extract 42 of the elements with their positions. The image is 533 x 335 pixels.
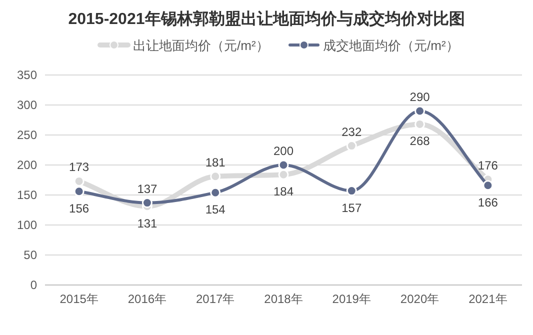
x-tick-label: 2016年 <box>128 292 167 306</box>
x-tick-label: 2019年 <box>332 292 371 306</box>
legend-label: 成交地面均价（元/m²） <box>323 38 459 53</box>
y-tick-label: 300 <box>16 98 38 112</box>
point <box>346 140 357 152</box>
legend-label: 出让地面均价（元/m²） <box>133 38 269 53</box>
x-tick-label: 2018年 <box>264 292 303 306</box>
point <box>74 186 84 197</box>
data-label: 176 <box>478 158 498 172</box>
x-tick-label: 2017年 <box>196 292 235 306</box>
data-label: 156 <box>69 201 90 216</box>
point <box>210 171 221 182</box>
point <box>414 106 426 116</box>
data-label: 157 <box>342 200 362 215</box>
chart-title: 2015-2021年锡林郭勒盟出让地面均价与成交均价对比图 <box>68 9 465 28</box>
y-tick-label: 50 <box>24 248 38 262</box>
y-tick-label: 150 <box>16 188 38 202</box>
data-label: 137 <box>137 182 158 196</box>
x-tick-label: 2021年 <box>468 292 508 306</box>
data-label: 154 <box>205 202 226 217</box>
point <box>278 160 289 170</box>
data-label: 268 <box>410 134 430 148</box>
point <box>210 187 221 198</box>
point <box>142 198 152 208</box>
y-tick-label: 100 <box>16 218 38 232</box>
data-label: 166 <box>478 195 498 210</box>
data-label: 290 <box>410 90 430 104</box>
y-tick-label: 250 <box>16 128 38 142</box>
data-label: 181 <box>205 155 226 170</box>
y-tick-label: 350 <box>16 68 38 82</box>
data-label: 184 <box>273 184 294 199</box>
data-label: 131 <box>137 216 158 230</box>
point <box>482 180 494 191</box>
x-tick-label: 2020年 <box>400 292 440 306</box>
y-tick-label: 0 <box>30 278 38 292</box>
data-label: 173 <box>69 160 90 174</box>
data-label: 200 <box>273 144 294 158</box>
point <box>278 169 289 180</box>
point <box>346 186 357 196</box>
data-label: 232 <box>342 124 362 139</box>
y-tick-label: 200 <box>16 158 38 172</box>
x-tick-label: 2015年 <box>60 292 98 306</box>
